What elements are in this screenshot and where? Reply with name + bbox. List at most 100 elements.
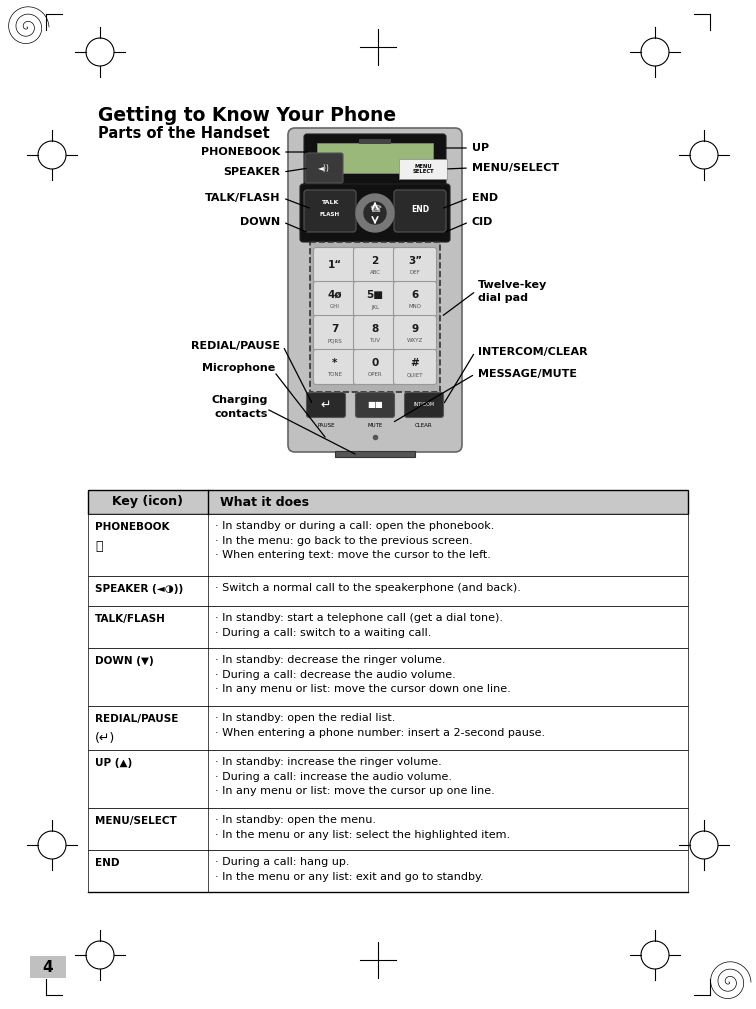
FancyBboxPatch shape [394, 316, 436, 350]
Circle shape [364, 202, 386, 224]
Bar [88, 750, 688, 808]
Text: MUTE: MUTE [367, 423, 383, 428]
Text: FLASH: FLASH [320, 213, 340, 218]
FancyBboxPatch shape [305, 153, 343, 183]
FancyBboxPatch shape [300, 184, 450, 242]
Text: ABC: ABC [370, 270, 380, 275]
Text: UP (▲): UP (▲) [95, 758, 132, 768]
Text: DOWN (▼): DOWN (▼) [95, 656, 153, 666]
Text: REDIAL/PAUSE: REDIAL/PAUSE [95, 714, 178, 724]
Bar [88, 576, 688, 606]
Text: (↵): (↵) [95, 732, 115, 745]
FancyBboxPatch shape [394, 349, 436, 384]
Text: END: END [411, 205, 429, 214]
Text: 7: 7 [331, 324, 339, 334]
Text: ◄)): ◄)) [318, 163, 330, 173]
Text: REDIAL/PAUSE: REDIAL/PAUSE [191, 341, 280, 351]
Bar [88, 514, 688, 576]
Bar [335, 451, 415, 457]
Text: END: END [472, 193, 498, 203]
Text: 2: 2 [371, 256, 379, 266]
Text: MNO: MNO [408, 305, 422, 310]
Text: · In standby: start a telephone call (get a dial tone).: · In standby: start a telephone call (ge… [215, 613, 503, 623]
Text: PHONEBOOK: PHONEBOOK [95, 522, 169, 532]
Text: ↵: ↵ [321, 399, 331, 412]
Text: · In standby: decrease the ringer volume.: · In standby: decrease the ringer volume… [215, 655, 445, 665]
Text: 1“: 1“ [328, 260, 342, 270]
Text: JKL: JKL [371, 305, 379, 310]
Text: INTICOM: INTICOM [414, 403, 435, 408]
Text: MENU/SELECT: MENU/SELECT [95, 816, 177, 826]
Text: contacts: contacts [215, 409, 268, 419]
Text: DEF: DEF [410, 270, 420, 275]
Text: · When entering a phone number: insert a 2-second pause.: · When entering a phone number: insert a… [215, 727, 545, 738]
Text: · In the menu: go back to the previous screen.: · In the menu: go back to the previous s… [215, 536, 472, 546]
Text: Microphone: Microphone [202, 363, 275, 373]
Text: CID: CID [472, 217, 494, 227]
Text: dial pad: dial pad [478, 293, 528, 303]
FancyBboxPatch shape [314, 316, 357, 350]
Text: · During a call: hang up.: · During a call: hang up. [215, 857, 349, 867]
Text: What it does: What it does [220, 495, 309, 509]
Bar [88, 490, 688, 514]
Text: MENU/SELECT: MENU/SELECT [472, 163, 559, 173]
FancyBboxPatch shape [314, 282, 357, 317]
Bar [88, 706, 688, 750]
Bar [88, 850, 688, 892]
Text: · In standby or during a call: open the phonebook.: · In standby or during a call: open the … [215, 521, 494, 531]
Text: TALK: TALK [321, 201, 339, 206]
Text: Charging: Charging [212, 395, 268, 405]
Text: · In standby: open the menu.: · In standby: open the menu. [215, 815, 376, 825]
FancyBboxPatch shape [288, 128, 462, 452]
FancyBboxPatch shape [354, 247, 396, 283]
Text: · During a call: switch to a waiting call.: · During a call: switch to a waiting cal… [215, 628, 432, 638]
Text: 6: 6 [411, 290, 419, 300]
Text: · In standby: increase the ringer volume.: · In standby: increase the ringer volume… [215, 757, 442, 767]
Text: #: # [411, 358, 420, 368]
Text: SPEAKER (◄◑)): SPEAKER (◄◑)) [95, 584, 183, 594]
Text: *: * [333, 358, 338, 368]
Text: PQRS: PQRS [327, 338, 342, 343]
Text: CLEAR: CLEAR [415, 423, 433, 428]
FancyBboxPatch shape [355, 393, 395, 418]
Bar [310, 242, 440, 393]
Text: TUV: TUV [370, 338, 380, 343]
Text: Getting to Know Your Phone: Getting to Know Your Phone [98, 106, 396, 125]
Text: Parts of the Handset: Parts of the Handset [98, 126, 270, 141]
FancyBboxPatch shape [394, 247, 436, 283]
Text: · In any menu or list: move the cursor up one line.: · In any menu or list: move the cursor u… [215, 786, 494, 796]
Bar [88, 648, 688, 706]
Text: ⓘ: ⓘ [95, 540, 103, 553]
Text: 4ø: 4ø [327, 290, 342, 300]
Bar [88, 808, 688, 850]
Bar [359, 139, 391, 144]
Text: · Switch a normal call to the speakerphone (and back).: · Switch a normal call to the speakerpho… [215, 583, 521, 593]
Text: · In the menu or any list: select the highlighted item.: · In the menu or any list: select the hi… [215, 829, 510, 839]
Text: QUIET: QUIET [407, 372, 423, 377]
FancyBboxPatch shape [304, 190, 356, 232]
FancyBboxPatch shape [404, 393, 444, 418]
Bar [399, 159, 447, 179]
Text: GHI: GHI [330, 305, 340, 310]
Text: 3”: 3” [408, 256, 422, 266]
Text: ☎: ☎ [369, 204, 381, 214]
Text: TONE: TONE [327, 372, 342, 377]
Text: Key (icon): Key (icon) [113, 495, 184, 509]
FancyBboxPatch shape [354, 349, 396, 384]
Text: 4: 4 [42, 960, 54, 975]
Text: TALK/FLASH: TALK/FLASH [205, 193, 280, 203]
Text: END: END [95, 858, 119, 868]
FancyBboxPatch shape [394, 282, 436, 317]
Text: 0: 0 [371, 358, 379, 368]
Bar [317, 143, 433, 173]
Text: DOWN: DOWN [240, 217, 280, 227]
Text: OPER: OPER [367, 372, 383, 377]
FancyBboxPatch shape [304, 134, 446, 188]
Text: 8: 8 [371, 324, 379, 334]
FancyBboxPatch shape [354, 282, 396, 317]
FancyBboxPatch shape [394, 190, 446, 232]
Text: · When entering text: move the cursor to the left.: · When entering text: move the cursor to… [215, 550, 491, 560]
Text: MESSAGE/MUTE: MESSAGE/MUTE [478, 369, 577, 379]
Text: · In standby: open the redial list.: · In standby: open the redial list. [215, 713, 395, 723]
Text: SPEAKER: SPEAKER [223, 167, 280, 177]
